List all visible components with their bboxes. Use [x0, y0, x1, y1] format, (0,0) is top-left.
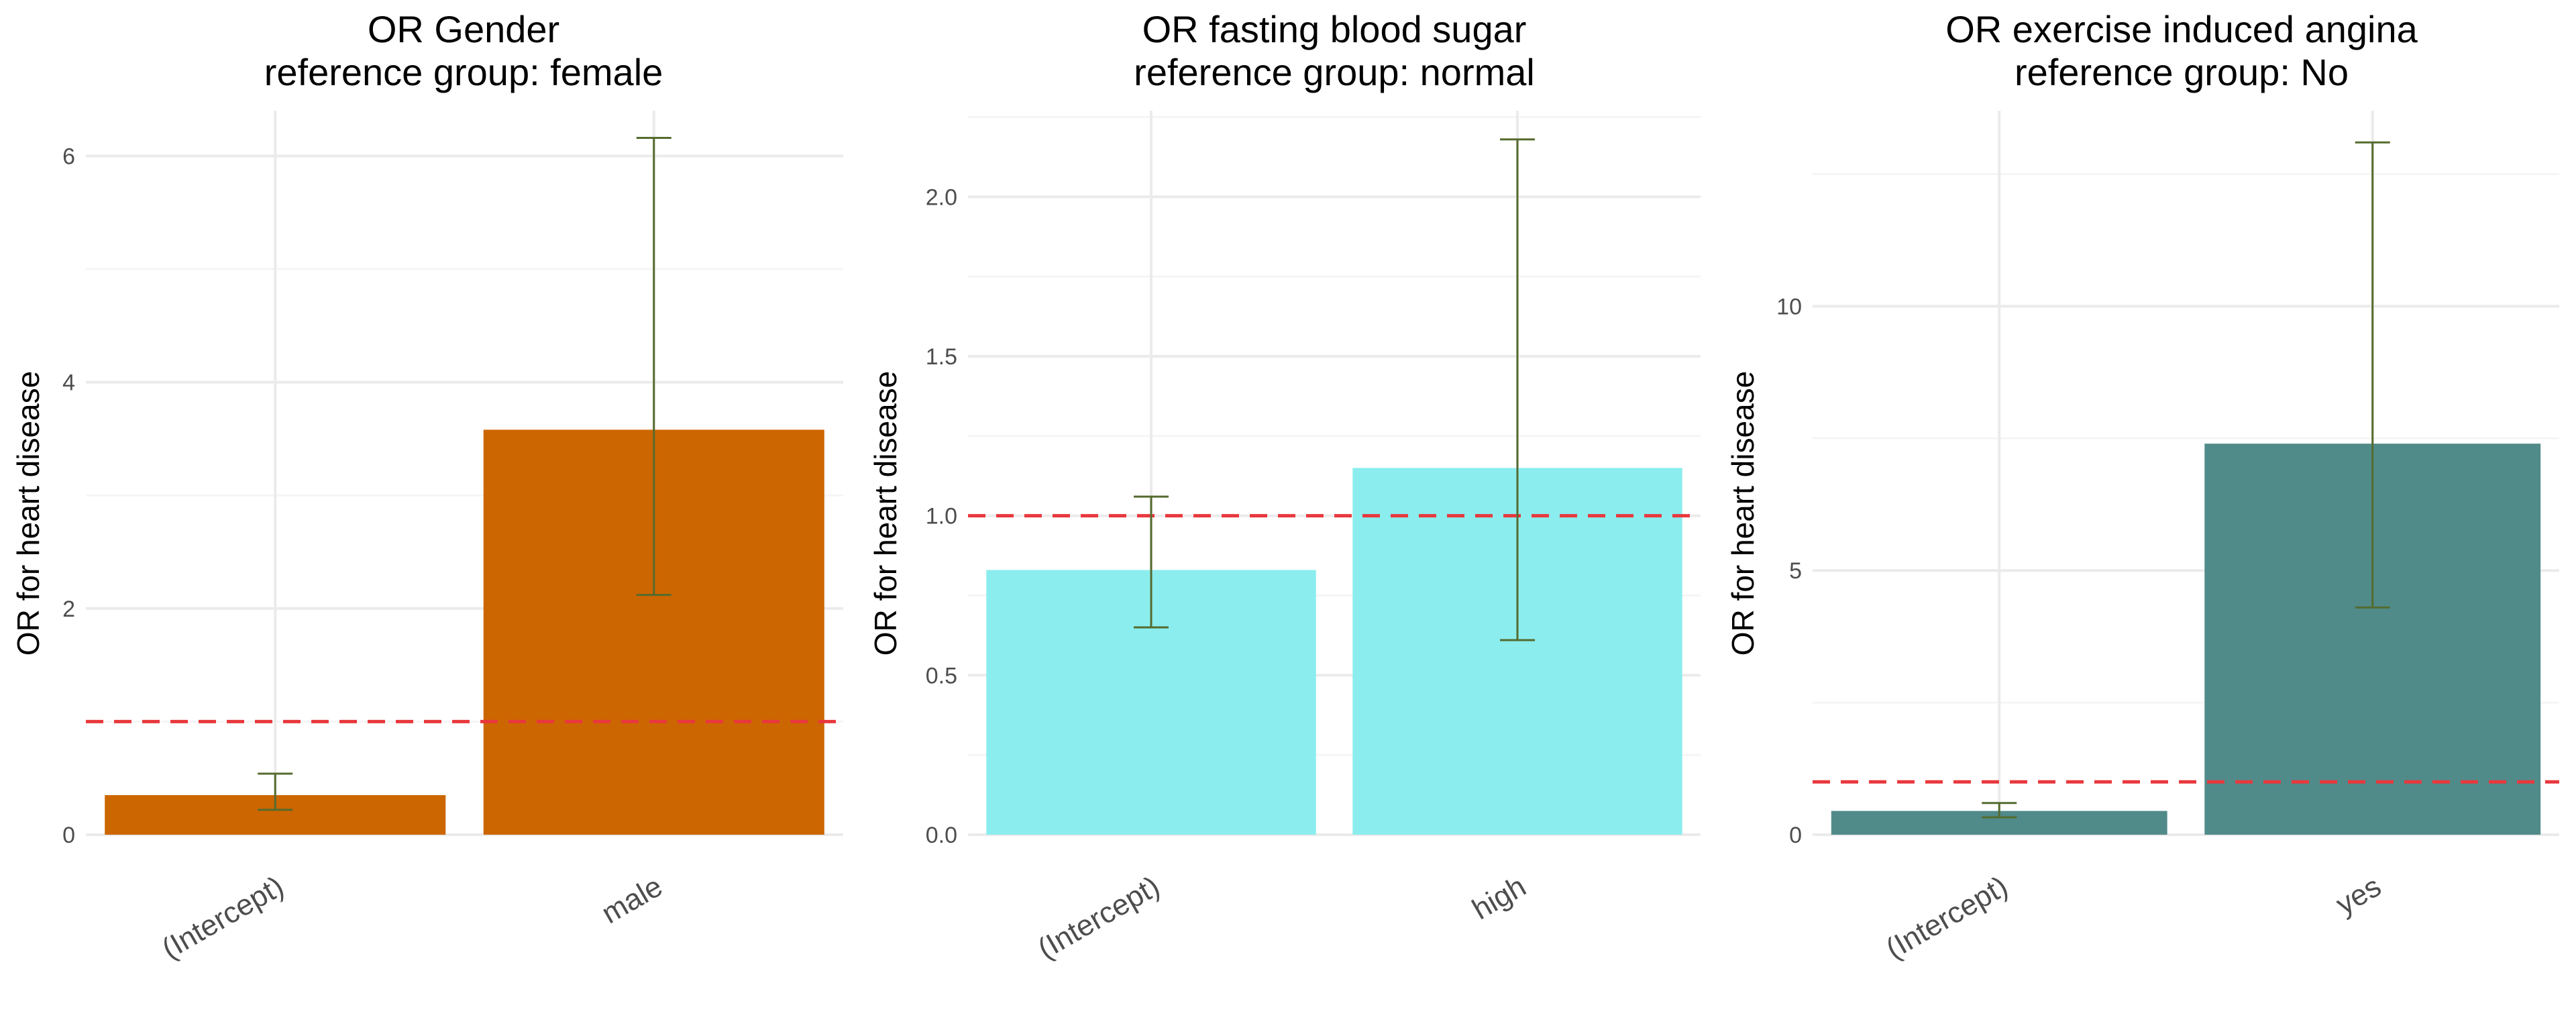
y-tick-label: 0.5	[926, 663, 957, 688]
chart-subtitle: reference group: normal	[1134, 51, 1535, 93]
chart-subtitle: reference group: female	[264, 51, 663, 93]
x-tick-label: (Intercept)	[1880, 870, 2013, 966]
chart-title: OR Gender	[368, 8, 559, 50]
y-axis-label: OR for heart disease	[868, 371, 903, 656]
y-tick-label: 5	[1789, 558, 1802, 584]
y-tick-label: 0	[62, 823, 75, 848]
y-tick-label: 1.5	[926, 344, 957, 370]
x-tick-label: male	[596, 870, 668, 930]
x-tick-label: (Intercept)	[156, 870, 289, 966]
x-tick-label: (Intercept)	[1032, 870, 1165, 966]
y-tick-label: 10	[1776, 294, 1802, 319]
y-axis-label: OR for heart disease	[11, 371, 46, 656]
y-tick-label: 2	[62, 597, 75, 622]
y-tick-label: 1.0	[926, 504, 957, 529]
chart-title: OR exercise induced angina	[1945, 8, 2418, 50]
chart-title: OR fasting blood sugar	[1142, 8, 1527, 50]
y-tick-label: 2.0	[926, 185, 957, 210]
y-tick-label: 0.0	[926, 823, 957, 848]
x-tick-label: yes	[2330, 870, 2387, 921]
y-axis-label: OR for heart disease	[1725, 371, 1760, 656]
y-tick-label: 4	[62, 370, 75, 396]
y-tick-label: 0	[1789, 823, 1802, 848]
x-tick-label: high	[1466, 870, 1532, 926]
y-tick-label: 6	[62, 144, 75, 169]
chart-subtitle: reference group: No	[2015, 51, 2349, 93]
